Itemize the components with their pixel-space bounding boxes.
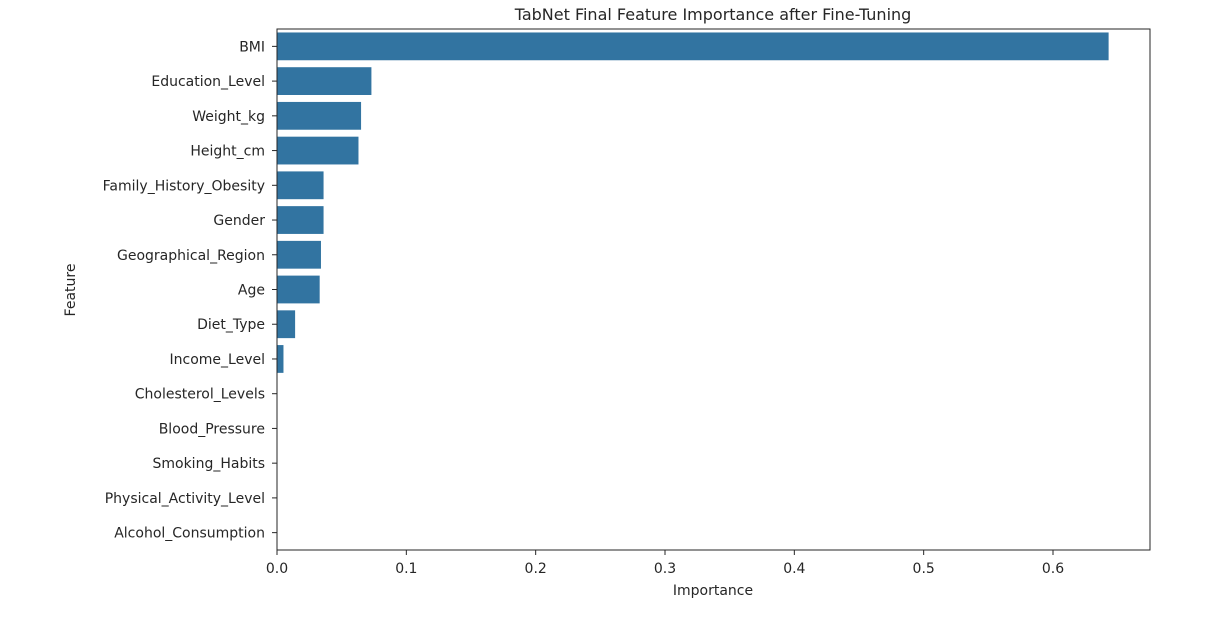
- x-tick-label: 0.2: [525, 561, 547, 577]
- x-tick-label: 0.1: [395, 561, 417, 577]
- y-tick-label: Height_cm: [190, 144, 265, 160]
- y-tick-label: Age: [238, 283, 265, 299]
- x-axis-label: Importance: [673, 583, 753, 599]
- x-tick-label: 0.0: [266, 561, 288, 577]
- y-tick-label: Blood_Pressure: [159, 421, 265, 437]
- y-tick-label: Cholesterol_Levels: [135, 387, 265, 403]
- bar-age: [277, 275, 320, 304]
- bar-geographical-region: [277, 240, 321, 269]
- y-tick-label: Family_History_Obesity: [103, 178, 265, 194]
- y-tick-label: Weight_kg: [192, 109, 265, 125]
- bar-family-history-obesity: [277, 171, 324, 200]
- y-tick-label: Diet_Type: [197, 317, 265, 333]
- y-tick-label: Smoking_Habits: [152, 456, 265, 472]
- bars-layer: [277, 32, 1109, 373]
- y-tick-label: Education_Level: [151, 74, 265, 90]
- bar-gender: [277, 206, 324, 234]
- bar-diet-type: [277, 310, 296, 339]
- x-tick-layer: 0.0 0.1 0.2 0.3 0.4 0.5 0.6: [266, 550, 1064, 577]
- x-tick-label: 0.3: [654, 561, 676, 577]
- y-tick-label: Gender: [213, 213, 265, 229]
- plot-frame: [276, 28, 1151, 551]
- bar-education-level: [277, 67, 372, 95]
- y-tick-layer: BMI Education_Level Weight_kg Height_cm Fami…: [103, 39, 277, 542]
- x-tick-label: 0.6: [1042, 561, 1064, 577]
- y-tick-label: Alcohol_Consumption: [114, 526, 265, 542]
- y-tick-label: BMI: [239, 39, 265, 55]
- bar-weight-kg: [277, 101, 362, 130]
- y-tick-label: Income_Level: [170, 352, 265, 368]
- x-tick-label: 0.4: [783, 561, 805, 577]
- bar-height-cm: [277, 136, 359, 165]
- bar-bmi: [277, 32, 1109, 61]
- chart-title: TabNet Final Feature Importance after Fi…: [514, 5, 912, 24]
- y-tick-label: Physical_Activity_Level: [105, 491, 265, 507]
- y-tick-label: Geographical_Region: [117, 248, 265, 264]
- y-axis-label: Feature: [63, 264, 79, 317]
- x-tick-label: 0.5: [913, 561, 935, 577]
- bar-income-level: [277, 345, 284, 373]
